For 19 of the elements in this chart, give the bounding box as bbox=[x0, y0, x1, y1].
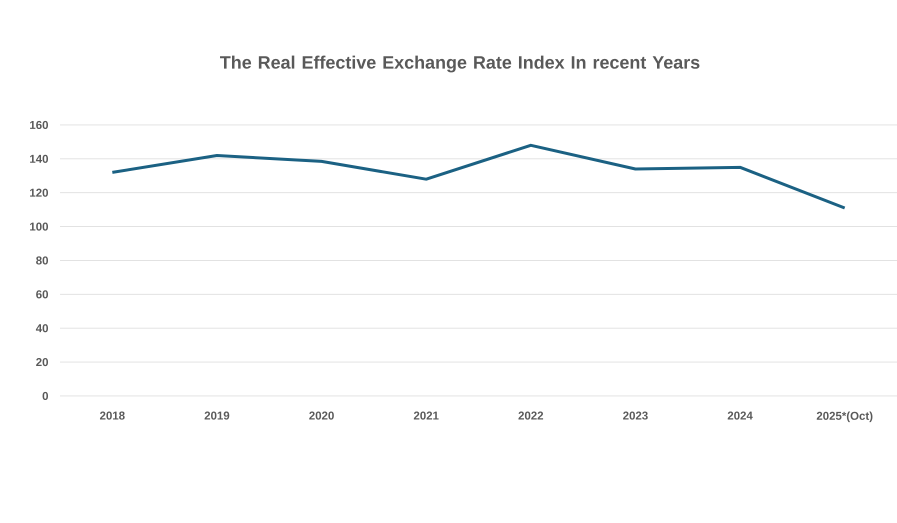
y-tick-label: 100 bbox=[30, 222, 48, 231]
x-tick-label: 2018 bbox=[100, 412, 125, 420]
y-tick-label: 80 bbox=[36, 256, 48, 265]
chart-title: The Real Effective Exchange Rate Index In recent Years bbox=[220, 56, 700, 72]
x-tick-label: 2020 bbox=[309, 412, 334, 420]
y-tick-label: 0 bbox=[42, 392, 48, 400]
y-tick-label: 20 bbox=[36, 358, 48, 366]
y-tick-label: 40 bbox=[36, 324, 48, 332]
x-tick-label: 2024 bbox=[728, 412, 753, 420]
y-tick-label: 60 bbox=[36, 290, 48, 298]
line-series bbox=[110, 144, 846, 210]
x-tick-label: 2021 bbox=[414, 412, 439, 420]
x-tick-label: 2022 bbox=[518, 412, 544, 420]
x-tick-label: 2025*(Oct) bbox=[816, 412, 872, 422]
x-tick-label: 2023 bbox=[623, 412, 648, 420]
y-tick-label: 160 bbox=[30, 120, 48, 130]
y-tick-label: 120 bbox=[30, 188, 48, 197]
y-tick-label: 140 bbox=[30, 154, 48, 163]
x-tick-label: 2019 bbox=[204, 412, 230, 420]
